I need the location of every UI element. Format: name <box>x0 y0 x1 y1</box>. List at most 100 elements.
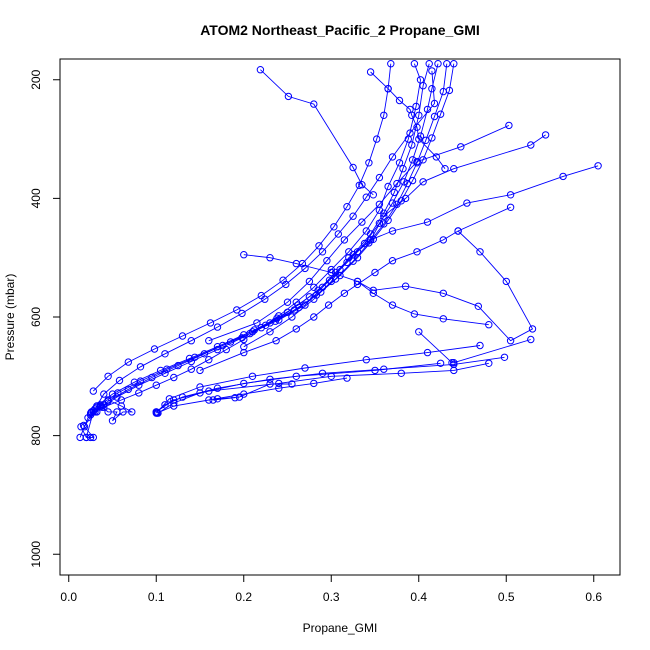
data-point <box>428 85 436 93</box>
data-point <box>213 323 222 331</box>
plot-area <box>76 60 602 442</box>
data-point <box>369 235 377 244</box>
x-tick-label: 0.6 <box>585 590 602 604</box>
data-point <box>358 218 366 226</box>
data-point <box>428 67 436 75</box>
data-point <box>395 96 404 105</box>
data-point <box>104 372 112 380</box>
data-point <box>205 337 213 345</box>
y-axis: 200 400 600 800 1000 <box>29 69 61 568</box>
data-point <box>527 141 535 149</box>
data-point <box>163 365 171 373</box>
data-point <box>104 396 112 404</box>
x-axis-label: Propane_GMI <box>303 621 378 635</box>
y-axis-label: Pressure (mbar) <box>3 274 17 361</box>
data-point <box>86 433 95 442</box>
data-point <box>170 402 178 410</box>
data-point <box>450 165 458 173</box>
data-point <box>231 394 239 402</box>
data-point <box>474 302 482 310</box>
data-point <box>213 395 222 403</box>
data-point <box>388 199 397 207</box>
data-point <box>170 373 178 382</box>
data-point <box>388 153 397 161</box>
data-point <box>318 369 327 377</box>
y-tick-label: 200 <box>29 69 43 89</box>
data-point <box>240 348 248 357</box>
data-point <box>187 337 196 345</box>
data-point <box>419 82 427 90</box>
data-point <box>246 329 254 338</box>
data-point <box>406 129 414 137</box>
data-point <box>108 417 117 425</box>
data-point <box>369 289 377 297</box>
profile-line-12 <box>157 362 441 414</box>
data-point <box>410 60 419 68</box>
profile-line-20 <box>79 63 455 438</box>
y-tick-label: 800 <box>29 425 43 445</box>
x-tick-label: 0.2 <box>235 590 252 604</box>
data-point <box>375 200 384 209</box>
data-point <box>288 380 296 388</box>
data-point <box>384 85 392 93</box>
data-point <box>439 236 447 244</box>
data-point <box>423 348 432 357</box>
data-point <box>152 381 161 389</box>
data-point <box>82 433 91 442</box>
data-point <box>323 257 331 265</box>
data-point <box>360 239 369 248</box>
data-point <box>349 163 357 172</box>
data-point <box>422 136 430 145</box>
plot-frame <box>59 58 621 576</box>
data-point <box>340 289 349 297</box>
data-point <box>410 310 419 318</box>
data-point <box>419 156 427 164</box>
data-point <box>86 409 95 417</box>
data-point <box>355 181 363 190</box>
data-point <box>485 321 493 329</box>
data-point <box>436 359 445 367</box>
data-point <box>476 248 484 256</box>
data-point <box>284 92 293 101</box>
data-point <box>100 401 108 409</box>
data-point <box>528 325 537 333</box>
data-point <box>161 350 169 358</box>
data-point <box>91 405 99 413</box>
data-point <box>318 248 327 256</box>
data-point <box>266 254 274 262</box>
data-point <box>415 111 423 120</box>
data-point <box>365 159 373 167</box>
data-point <box>408 141 416 149</box>
data-point <box>434 60 442 68</box>
data-point <box>454 227 462 235</box>
data-point <box>136 377 145 385</box>
data-point <box>362 193 370 201</box>
data-point <box>150 345 159 353</box>
profile-line-19 <box>84 63 448 427</box>
data-point <box>196 389 204 397</box>
x-tick-label: 0.4 <box>410 590 427 604</box>
data-point <box>439 289 447 297</box>
data-point <box>439 315 447 323</box>
data-point <box>425 60 433 68</box>
data-point <box>209 396 217 404</box>
data-point <box>353 277 362 286</box>
profile-line-15 <box>370 71 446 169</box>
data-point <box>485 359 493 367</box>
data-point <box>248 372 257 380</box>
data-point <box>349 212 357 220</box>
data-point <box>399 165 407 173</box>
y-tick-label: 400 <box>29 188 43 208</box>
data-point <box>191 353 199 361</box>
data-point <box>315 242 323 250</box>
data-point <box>330 223 338 231</box>
data-point <box>541 131 550 139</box>
data-point <box>290 306 299 314</box>
data-point <box>443 60 451 68</box>
data-point <box>114 389 122 397</box>
data-point <box>272 337 280 345</box>
data-point <box>375 219 384 228</box>
data-point <box>165 395 174 403</box>
data-point <box>457 143 465 151</box>
y-tick-label: 1000 <box>29 541 43 568</box>
